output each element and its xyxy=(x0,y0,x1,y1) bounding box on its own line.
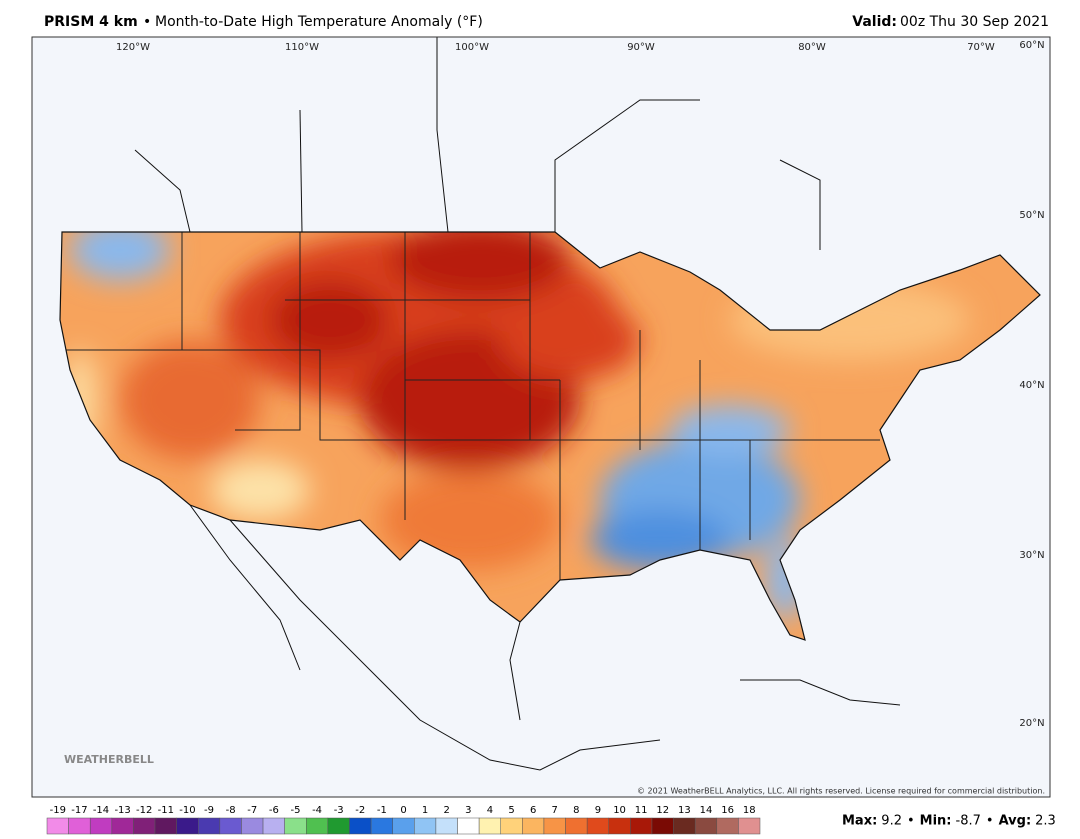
color-swatch xyxy=(197,817,221,835)
valid-label: Valid: xyxy=(852,14,897,30)
colorbar-label: -9 xyxy=(204,805,214,816)
color-swatch xyxy=(306,817,329,835)
borders xyxy=(134,37,901,771)
stat-label: Avg: xyxy=(999,814,1032,829)
colorbar-label: -11 xyxy=(158,805,174,816)
colorbar-label: 4 xyxy=(487,805,493,816)
colorbar-label: -6 xyxy=(269,805,279,816)
latitude-label: 60°N xyxy=(1019,40,1044,51)
color-swatch xyxy=(435,817,458,835)
colorbar-label: -12 xyxy=(136,805,152,816)
color-swatch xyxy=(694,817,718,835)
colorbar-label: -8 xyxy=(226,805,236,816)
colorbar-label: 18 xyxy=(743,805,756,816)
colorbar-label: 14 xyxy=(700,805,713,816)
longitude-label: 100°W xyxy=(455,42,489,53)
colorbar-label: 3 xyxy=(465,805,471,816)
color-swatch xyxy=(327,817,350,835)
colorbar-label: 8 xyxy=(573,805,579,816)
stats: Max: 9.2 • Min: -8.7 • Avg: 2.3 xyxy=(842,814,1056,829)
colorbar-label: -1 xyxy=(377,805,387,816)
color-swatch xyxy=(111,817,134,835)
colorbar-label: 9 xyxy=(595,805,601,816)
separator: • xyxy=(143,14,151,30)
color-swatch xyxy=(500,817,523,835)
colorbar-label: 13 xyxy=(678,805,691,816)
color-swatch xyxy=(651,817,674,835)
latitude-label: 50°N xyxy=(1019,210,1044,221)
latitude-label: 40°N xyxy=(1019,380,1044,391)
color-swatch xyxy=(133,817,156,835)
colorbar-label: -19 xyxy=(50,805,66,816)
stat-label: Max: xyxy=(842,814,877,829)
separator: • xyxy=(986,814,994,829)
color-swatch xyxy=(586,817,610,835)
color-swatch xyxy=(565,817,588,835)
colorbar-label: -13 xyxy=(114,805,130,816)
color-swatch xyxy=(608,817,631,835)
latitude-label: 30°N xyxy=(1019,550,1044,561)
model-name: PRISM 4 km xyxy=(44,14,138,30)
color-swatch xyxy=(478,817,501,835)
color-swatch xyxy=(219,817,242,835)
stat-value: 2.3 xyxy=(1035,814,1056,829)
color-swatch xyxy=(176,817,199,835)
colorbar-label: 11 xyxy=(635,805,648,816)
colorbar-label: 12 xyxy=(656,805,669,816)
color-swatch xyxy=(630,817,653,835)
color-swatch xyxy=(457,817,480,835)
valid-time: 00z Thu 30 Sep 2021 xyxy=(900,14,1049,30)
stat-value: 9.2 xyxy=(881,814,902,829)
colorbar-label: -4 xyxy=(312,805,322,816)
colorbar-label: 6 xyxy=(530,805,536,816)
colorbar-label: 5 xyxy=(508,805,514,816)
colorbar-label: 2 xyxy=(444,805,450,816)
color-swatch xyxy=(370,817,393,835)
watermark: WEATHERBELL xyxy=(64,753,154,766)
map-frame xyxy=(31,36,1051,798)
colorbar-label: -7 xyxy=(247,805,257,816)
stat-value: -8.7 xyxy=(956,814,981,829)
color-swatch xyxy=(154,817,177,835)
longitude-label: 80°W xyxy=(798,42,826,53)
colorbar-label: -5 xyxy=(290,805,300,816)
map-title: Month-to-Date High Temperature Anomaly (… xyxy=(155,14,483,30)
colorbar-label: 16 xyxy=(721,805,734,816)
longitude-label: 110°W xyxy=(285,42,319,53)
colorbar-label: -17 xyxy=(71,805,87,816)
color-swatch xyxy=(543,817,566,835)
color-swatch xyxy=(262,817,285,835)
colorbar-label: -3 xyxy=(334,805,344,816)
longitude-label: 120°W xyxy=(116,42,150,53)
color-swatch xyxy=(68,817,91,835)
latitude-label: 20°N xyxy=(1019,718,1044,729)
color-swatch xyxy=(89,817,113,835)
colorbar: -19 -17 -14 -13 -12 -11 -10 -9 -8 -7 -6 -5 -4 -3 -2 -1 0… xyxy=(46,805,761,835)
color-swatch xyxy=(284,817,307,835)
colorbar-label: 10 xyxy=(613,805,626,816)
color-swatch xyxy=(392,817,415,835)
copyright: © 2021 WeatherBELL Analytics, LLC. All r… xyxy=(637,787,1045,796)
stat-label: Min: xyxy=(920,814,952,829)
color-swatch xyxy=(414,817,437,835)
colorbar-label: -2 xyxy=(355,805,365,816)
color-swatch xyxy=(716,817,739,835)
longitude-label: 90°W xyxy=(627,42,655,53)
longitude-label: 70°W xyxy=(967,42,995,53)
color-swatch xyxy=(46,817,69,835)
colorbar-label: -10 xyxy=(179,805,195,816)
color-swatch xyxy=(241,817,264,835)
color-swatch xyxy=(349,817,372,835)
colorbar-label: 0 xyxy=(400,805,406,816)
color-swatch xyxy=(522,817,545,835)
colorbar-label: 7 xyxy=(552,805,558,816)
colorbar-label: -14 xyxy=(93,805,109,816)
colorbar-label: 1 xyxy=(422,805,428,816)
color-swatch xyxy=(738,817,761,835)
color-swatch xyxy=(673,817,696,835)
separator: • xyxy=(907,814,915,829)
